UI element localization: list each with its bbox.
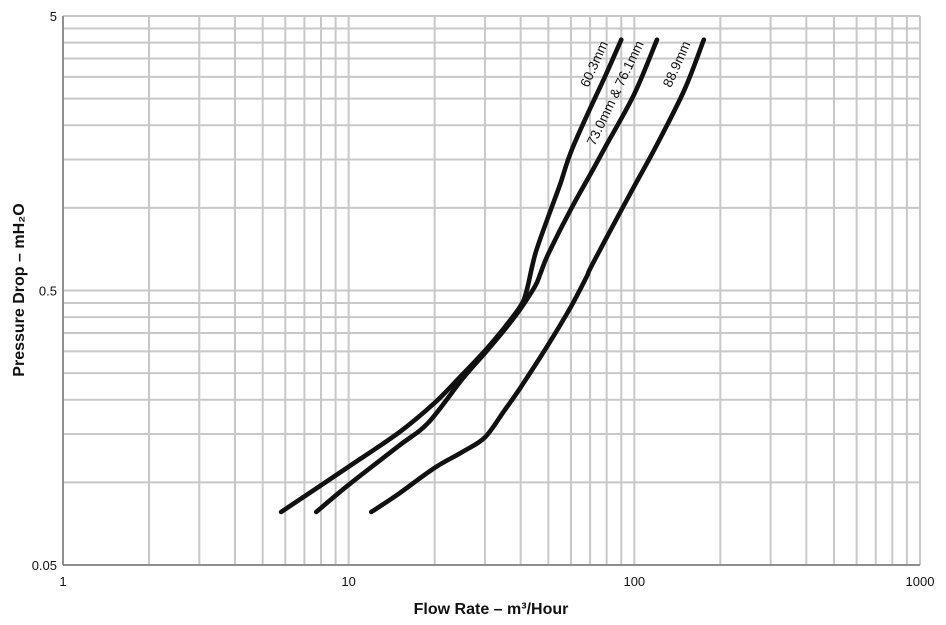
y-tick-label: 0.5 bbox=[39, 284, 57, 299]
series-curve bbox=[313, 37, 660, 515]
x-tick-label: 1 bbox=[59, 574, 66, 589]
chart-axes bbox=[62, 16, 920, 566]
y-axis-title: Pressure Drop – mH₂O bbox=[11, 203, 28, 376]
x-tick-label: 1000 bbox=[906, 574, 935, 589]
x-tick-label: 10 bbox=[341, 574, 355, 589]
y-tick-labels: 0.05 0.5 5 bbox=[32, 9, 57, 573]
x-tick-labels: 1 10 100 1000 bbox=[59, 574, 934, 589]
y-tick-label: 0.05 bbox=[32, 558, 57, 573]
x-tick-label: 100 bbox=[623, 574, 645, 589]
y-tick-label: 5 bbox=[50, 9, 57, 24]
chart-grid bbox=[62, 15, 921, 566]
chart-series bbox=[278, 37, 707, 515]
x-axis-title: Flow Rate – m³/Hour bbox=[414, 601, 569, 618]
series-curve bbox=[369, 37, 707, 515]
